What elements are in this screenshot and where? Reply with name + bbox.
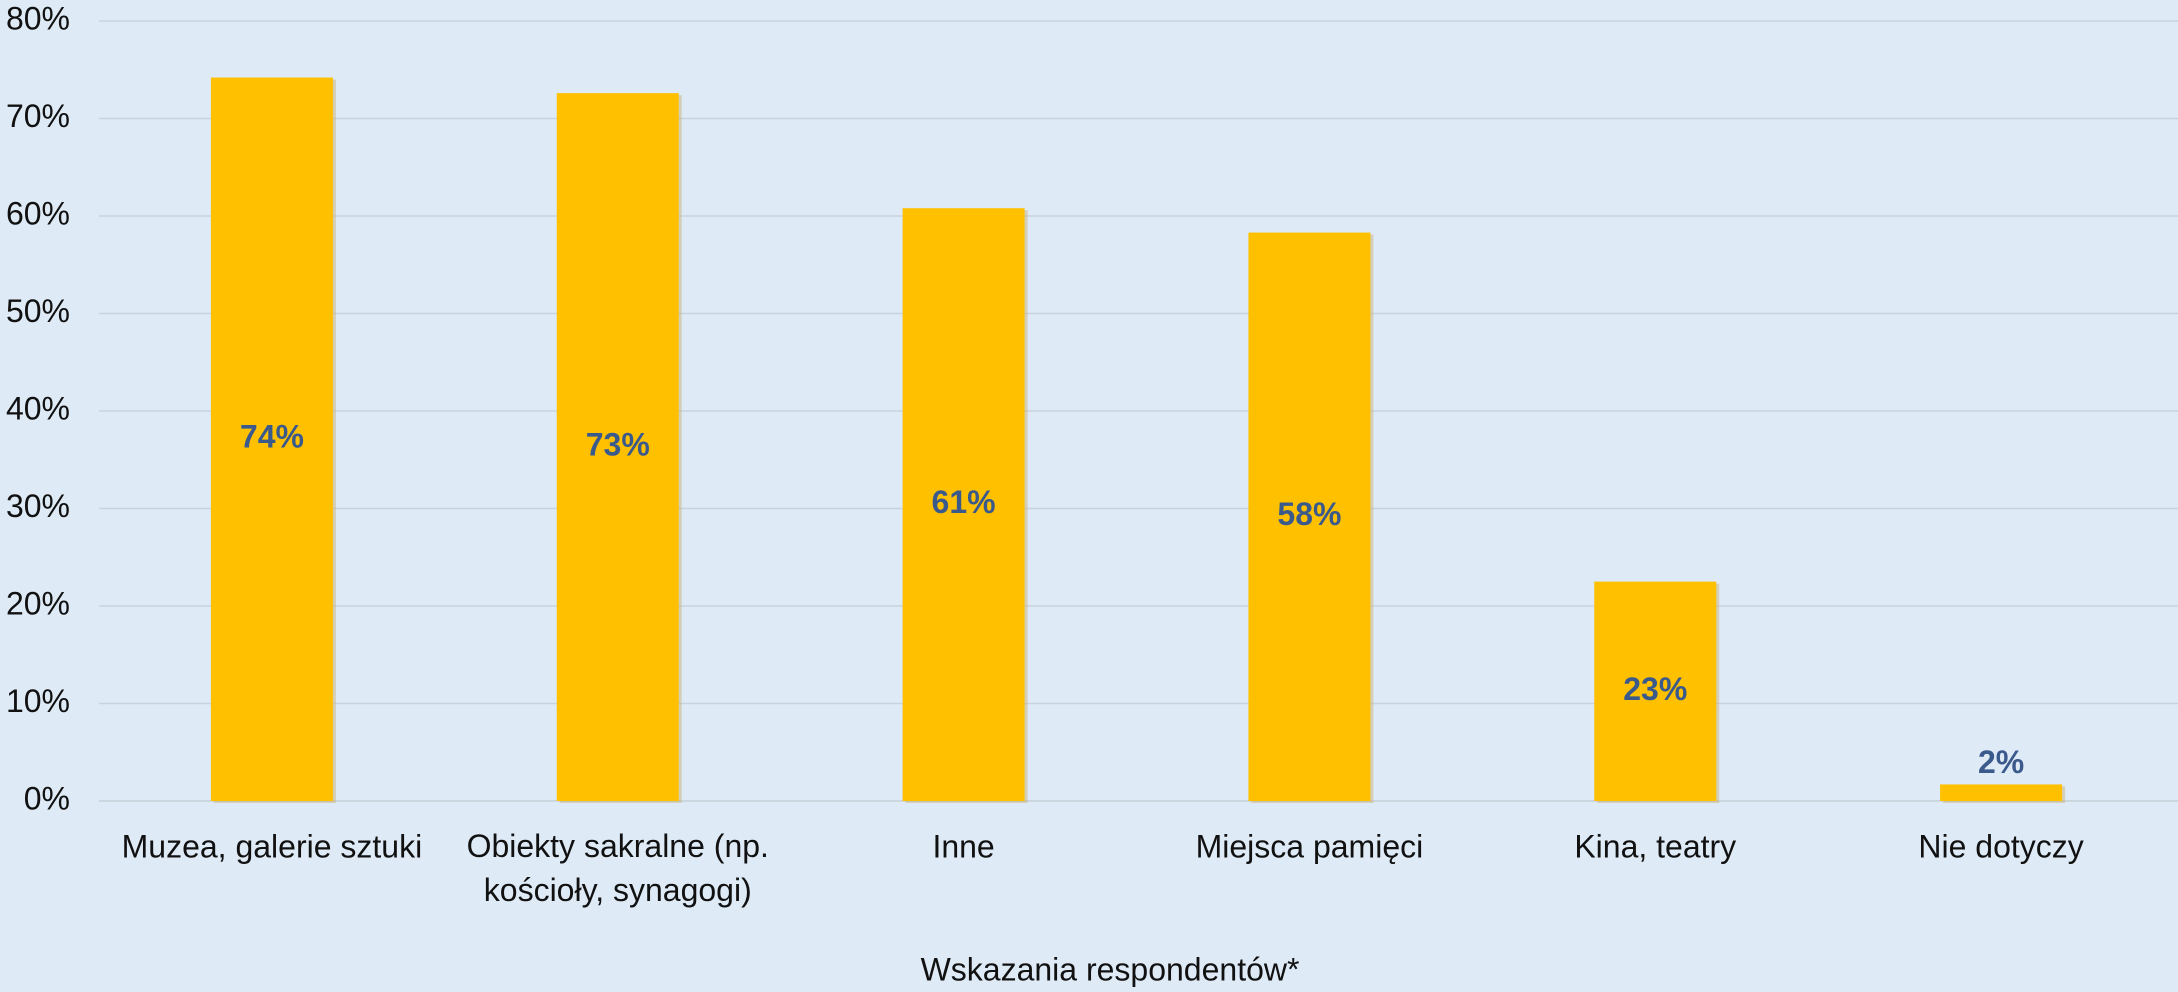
y-tick-label: 70% — [6, 98, 70, 134]
value-label: 2% — [1978, 744, 2024, 780]
y-tick-label: 40% — [6, 390, 70, 426]
y-tick-label: 60% — [6, 195, 70, 231]
x-tick-label: Inne — [932, 828, 994, 864]
bar — [902, 208, 1025, 801]
bar — [1594, 581, 1717, 801]
y-tick-label: 80% — [6, 0, 70, 36]
x-tick-label: Miejsca pamięci — [1196, 828, 1424, 864]
value-label: 61% — [932, 484, 996, 520]
value-label: 73% — [586, 427, 650, 463]
y-tick-label: 10% — [6, 683, 70, 719]
x-tick-label: Nie dotyczy — [1918, 828, 2083, 864]
x-tick-label: Kina, teatry — [1574, 828, 1736, 864]
y-tick-label: 50% — [6, 293, 70, 329]
y-tick-label: 20% — [6, 585, 70, 621]
value-label: 58% — [1277, 496, 1341, 532]
bar — [1248, 232, 1371, 801]
bar — [1940, 784, 2063, 801]
value-label: 74% — [240, 419, 304, 455]
value-label: 23% — [1623, 671, 1687, 707]
y-tick-label: 0% — [24, 780, 70, 816]
x-axis-title: Wskazania respondentów* — [921, 951, 1300, 987]
bar — [556, 93, 679, 801]
bar — [210, 77, 333, 802]
x-tick-label: Muzea, galerie sztuki — [122, 828, 423, 864]
y-tick-label: 30% — [6, 488, 70, 524]
x-tick-label: Obiekty sakralne (np. kościoły, synagogi) — [467, 828, 769, 908]
